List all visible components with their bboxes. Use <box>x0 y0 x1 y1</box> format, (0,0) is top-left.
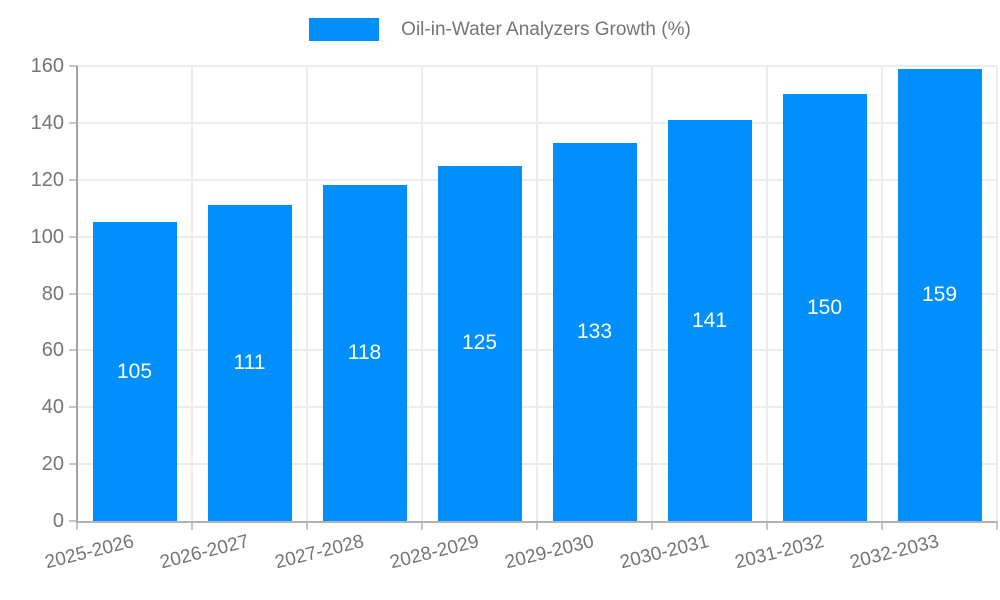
y-axis-tick <box>69 121 77 124</box>
x-axis-tick <box>191 521 193 530</box>
y-axis-line <box>76 66 78 523</box>
bar-value-label: 125 <box>461 331 498 355</box>
y-axis-tick <box>69 406 77 409</box>
bar <box>207 205 292 521</box>
gridline-vertical <box>766 66 768 521</box>
x-axis-tick <box>881 521 883 530</box>
bar-value-label: 159 <box>921 282 958 306</box>
bar <box>782 94 867 521</box>
y-axis-tick-label: 0 <box>52 510 64 532</box>
y-axis-tick-label: 40 <box>41 396 64 419</box>
y-axis-tick <box>69 235 77 238</box>
bar-value-label: 141 <box>691 308 728 332</box>
y-axis-tick <box>69 292 77 295</box>
y-axis-tick <box>69 65 77 67</box>
x-axis-tick <box>996 521 998 530</box>
bar <box>437 165 522 521</box>
y-axis-tick-label: 120 <box>30 168 64 191</box>
y-axis-tick <box>69 178 77 181</box>
gridline-vertical <box>881 66 883 521</box>
y-axis-tick <box>69 520 77 522</box>
gridline-vertical <box>536 66 538 521</box>
y-axis-tick-label: 160 <box>30 55 64 77</box>
x-axis-tick <box>306 521 308 530</box>
x-axis-tick <box>766 521 768 530</box>
legend-swatch <box>309 18 380 41</box>
x-axis-line <box>77 521 997 523</box>
x-axis-tick <box>651 521 653 530</box>
gridline-vertical <box>996 66 998 521</box>
bar-value-label: 150 <box>806 295 843 319</box>
y-axis-tick-label: 100 <box>30 225 64 248</box>
gridline-vertical <box>651 66 653 521</box>
y-axis-tick-label: 20 <box>41 453 64 476</box>
bar-value-label: 105 <box>116 359 153 383</box>
bar <box>322 185 407 521</box>
y-axis-tick-label: 60 <box>41 339 64 362</box>
legend-label: Oil-in-Water Analyzers Growth (%) <box>401 18 691 40</box>
gridline-vertical <box>421 66 423 521</box>
x-axis-tick <box>76 521 78 530</box>
y-axis-tick <box>69 463 77 466</box>
y-axis-tick-label: 140 <box>30 111 64 134</box>
bar-value-label: 111 <box>233 351 266 375</box>
gridline-vertical <box>306 66 308 521</box>
x-axis-tick <box>421 521 423 530</box>
bar <box>92 222 177 521</box>
bar <box>667 120 752 521</box>
legend: Oil-in-Water Analyzers Growth (%) <box>0 18 1000 41</box>
gridline-vertical <box>191 66 193 521</box>
y-axis-tick <box>69 349 77 352</box>
bar-value-label: 118 <box>347 341 382 365</box>
bar-value-label: 133 <box>576 319 613 343</box>
bar <box>897 68 982 521</box>
x-axis-tick <box>536 521 538 530</box>
bar <box>552 142 637 521</box>
y-axis-tick-label: 80 <box>41 282 64 305</box>
